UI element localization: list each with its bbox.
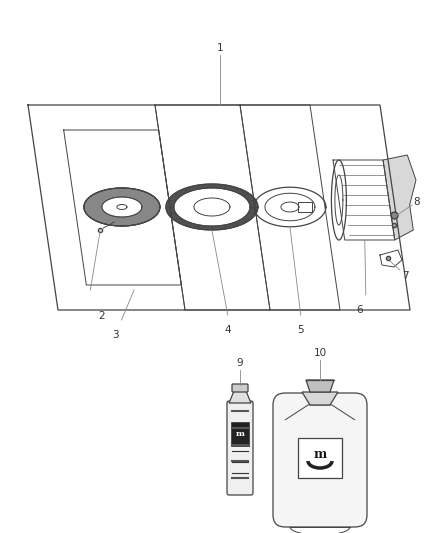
PathPatch shape <box>84 188 160 226</box>
Text: m: m <box>313 448 327 461</box>
Text: 3: 3 <box>112 330 119 340</box>
Polygon shape <box>302 392 338 405</box>
Text: 9: 9 <box>237 358 244 368</box>
Polygon shape <box>383 155 416 240</box>
Text: 6: 6 <box>357 305 363 315</box>
FancyBboxPatch shape <box>273 393 367 527</box>
FancyBboxPatch shape <box>298 438 342 478</box>
Text: 4: 4 <box>225 325 231 335</box>
Text: 5: 5 <box>297 325 304 335</box>
Text: 10: 10 <box>314 348 327 358</box>
Text: 2: 2 <box>99 311 105 321</box>
PathPatch shape <box>166 184 258 230</box>
Polygon shape <box>229 391 251 403</box>
Text: 1: 1 <box>217 43 223 53</box>
FancyBboxPatch shape <box>231 422 249 446</box>
Polygon shape <box>306 380 334 392</box>
Text: 7: 7 <box>402 271 408 281</box>
Text: m: m <box>236 430 244 438</box>
Text: 8: 8 <box>413 197 420 207</box>
FancyBboxPatch shape <box>232 384 248 392</box>
FancyBboxPatch shape <box>227 401 253 495</box>
